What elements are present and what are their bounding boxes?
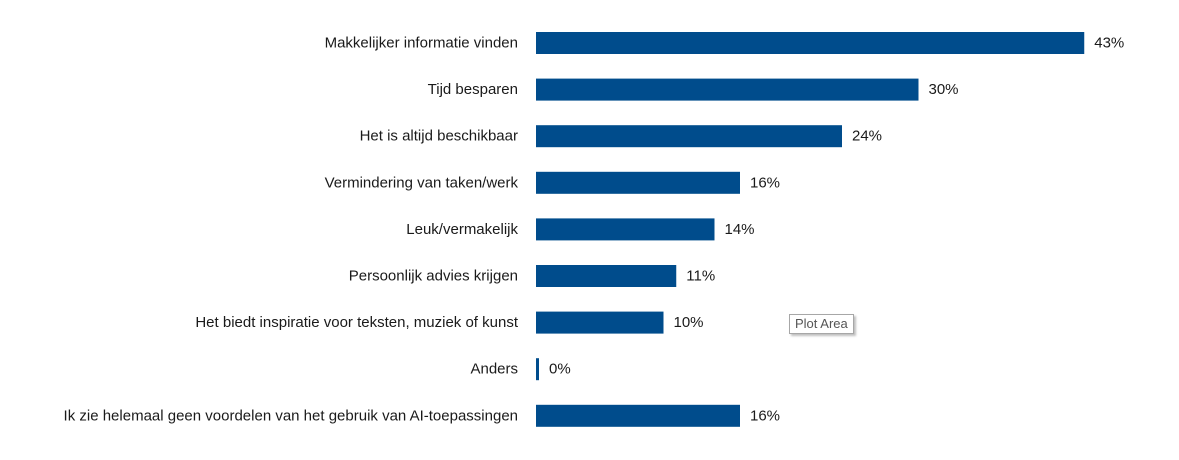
bar[interactable] [536, 265, 677, 287]
plot-area-tooltip: Plot Area [789, 314, 854, 334]
category-label: Vermindering van taken/werk [325, 174, 519, 191]
bar[interactable] [536, 125, 842, 148]
bar[interactable] [536, 78, 919, 101]
category-label: Ik zie helemaal geen voordelen van het g… [64, 407, 518, 424]
bar[interactable] [536, 311, 664, 334]
value-label: 10% [674, 314, 704, 331]
bar[interactable] [536, 171, 740, 194]
bar[interactable] [536, 218, 715, 241]
value-label: 30% [929, 81, 959, 98]
category-label: Leuk/vermakelijk [406, 221, 518, 238]
category-label: Het is altijd beschikbaar [360, 128, 518, 145]
value-label: 24% [852, 128, 882, 145]
value-label: 11% [686, 268, 715, 285]
category-label: Anders [470, 361, 518, 378]
bar[interactable] [536, 32, 1085, 54]
bar[interactable] [536, 358, 539, 381]
category-label: Het biedt inspiratie voor teksten, muzie… [195, 314, 518, 331]
value-label: 14% [725, 221, 755, 238]
value-label: 16% [750, 174, 780, 191]
category-label: Makkelijker informatie vinden [325, 35, 518, 52]
value-label: 16% [750, 407, 780, 424]
value-label: 0% [549, 361, 571, 378]
bar[interactable] [536, 404, 740, 427]
category-label: Tijd besparen [428, 81, 518, 98]
category-label: Persoonlijk advies krijgen [349, 268, 518, 285]
value-label: 43% [1094, 35, 1124, 52]
